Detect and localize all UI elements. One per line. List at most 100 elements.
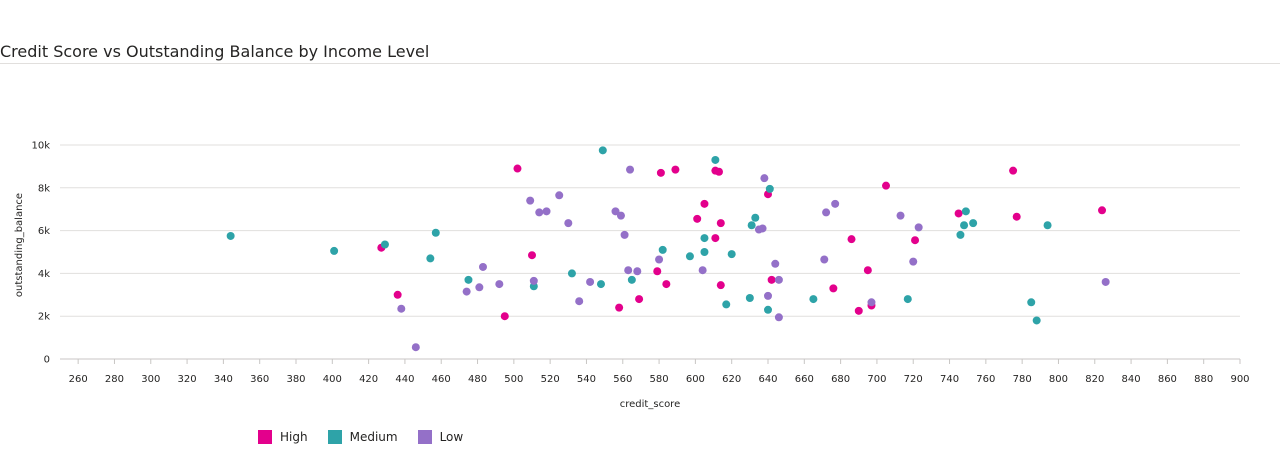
data-point[interactable] xyxy=(822,208,831,217)
data-point[interactable] xyxy=(760,174,769,183)
data-point[interactable] xyxy=(635,295,644,304)
data-point[interactable] xyxy=(475,283,484,292)
legend-item-low[interactable]: Low xyxy=(417,430,463,444)
data-point[interactable] xyxy=(685,252,694,261)
data-point[interactable] xyxy=(658,245,667,254)
data-point[interactable] xyxy=(969,219,978,228)
data-point[interactable] xyxy=(655,255,664,264)
data-point[interactable] xyxy=(960,221,969,230)
data-point[interactable] xyxy=(226,231,235,240)
data-point[interactable] xyxy=(567,269,576,278)
data-point[interactable] xyxy=(564,219,573,228)
data-point[interactable] xyxy=(829,284,838,293)
data-point[interactable] xyxy=(896,211,905,220)
data-point[interactable] xyxy=(596,280,605,289)
data-point[interactable] xyxy=(714,167,723,176)
data-point[interactable] xyxy=(495,280,504,289)
data-point[interactable] xyxy=(903,295,912,304)
data-point[interactable] xyxy=(431,228,440,237)
data-point[interactable] xyxy=(626,165,635,174)
data-point[interactable] xyxy=(598,146,607,155)
data-point[interactable] xyxy=(956,230,965,239)
data-point[interactable] xyxy=(765,184,774,193)
data-point[interactable] xyxy=(1098,206,1107,215)
data-point[interactable] xyxy=(758,224,767,233)
data-point[interactable] xyxy=(575,297,584,306)
data-point[interactable] xyxy=(611,207,620,216)
data-point[interactable] xyxy=(774,313,783,322)
data-point[interactable] xyxy=(478,262,487,271)
data-point[interactable] xyxy=(961,207,970,216)
data-point[interactable] xyxy=(764,305,772,314)
data-point[interactable] xyxy=(526,196,535,205)
data-point[interactable] xyxy=(716,281,725,290)
data-point[interactable] xyxy=(774,275,783,284)
data-point[interactable] xyxy=(882,181,890,190)
data-point[interactable] xyxy=(809,295,818,304)
x-tick-label: 500 xyxy=(504,374,523,385)
data-point[interactable] xyxy=(462,287,471,296)
data-point[interactable] xyxy=(616,211,625,220)
data-point[interactable] xyxy=(711,234,720,243)
data-point[interactable] xyxy=(393,290,402,299)
legend-item-high[interactable]: High xyxy=(258,430,308,444)
data-point[interactable] xyxy=(528,251,536,260)
data-point[interactable] xyxy=(1032,316,1041,325)
data-point[interactable] xyxy=(1101,277,1110,286)
data-point[interactable] xyxy=(662,280,671,289)
data-point[interactable] xyxy=(693,214,702,223)
data-point[interactable] xyxy=(722,300,731,309)
data-point[interactable] xyxy=(716,219,725,228)
data-point[interactable] xyxy=(1012,212,1021,221)
data-point[interactable] xyxy=(700,234,709,243)
data-point[interactable] xyxy=(751,213,760,222)
data-point[interactable] xyxy=(698,266,707,275)
data-point[interactable] xyxy=(1009,166,1018,175)
data-point[interactable] xyxy=(620,230,629,239)
data-point[interactable] xyxy=(542,207,551,216)
data-point[interactable] xyxy=(909,257,918,266)
data-point[interactable] xyxy=(380,240,389,249)
x-tick-label: 680 xyxy=(831,374,850,385)
data-point[interactable] xyxy=(330,246,339,255)
data-point[interactable] xyxy=(555,191,564,200)
data-point[interactable] xyxy=(397,304,406,313)
data-point[interactable] xyxy=(1027,298,1036,307)
data-point[interactable] xyxy=(411,343,420,352)
data-point[interactable] xyxy=(464,275,473,284)
data-point[interactable] xyxy=(624,266,633,275)
data-point[interactable] xyxy=(820,255,829,264)
data-point[interactable] xyxy=(586,277,595,286)
legend-item-medium[interactable]: Medium xyxy=(327,430,398,444)
data-point[interactable] xyxy=(954,209,963,218)
data-point[interactable] xyxy=(745,294,754,303)
data-point[interactable] xyxy=(653,267,662,276)
data-point[interactable] xyxy=(764,291,772,300)
data-point[interactable] xyxy=(863,266,872,275)
data-point[interactable] xyxy=(671,165,680,174)
x-tick-label: 880 xyxy=(1194,374,1213,385)
data-point[interactable] xyxy=(627,275,636,284)
data-point[interactable] xyxy=(847,235,856,244)
data-point[interactable] xyxy=(867,298,876,307)
data-point[interactable] xyxy=(513,164,522,173)
data-point[interactable] xyxy=(535,208,544,217)
data-point[interactable] xyxy=(700,248,709,256)
data-point[interactable] xyxy=(700,199,709,208)
data-point[interactable] xyxy=(500,312,509,321)
data-point[interactable] xyxy=(854,306,863,315)
data-point[interactable] xyxy=(771,259,780,268)
data-point[interactable] xyxy=(529,276,538,285)
data-point[interactable] xyxy=(914,223,923,232)
data-point[interactable] xyxy=(727,250,736,259)
data-point[interactable] xyxy=(711,155,720,164)
data-point[interactable] xyxy=(767,275,776,284)
data-point[interactable] xyxy=(747,221,756,230)
data-point[interactable] xyxy=(633,267,642,276)
data-point[interactable] xyxy=(426,254,435,263)
data-point[interactable] xyxy=(1043,221,1052,230)
data-point[interactable] xyxy=(831,199,840,208)
data-point[interactable] xyxy=(656,168,665,177)
data-point[interactable] xyxy=(911,236,920,245)
data-point[interactable] xyxy=(615,303,624,312)
